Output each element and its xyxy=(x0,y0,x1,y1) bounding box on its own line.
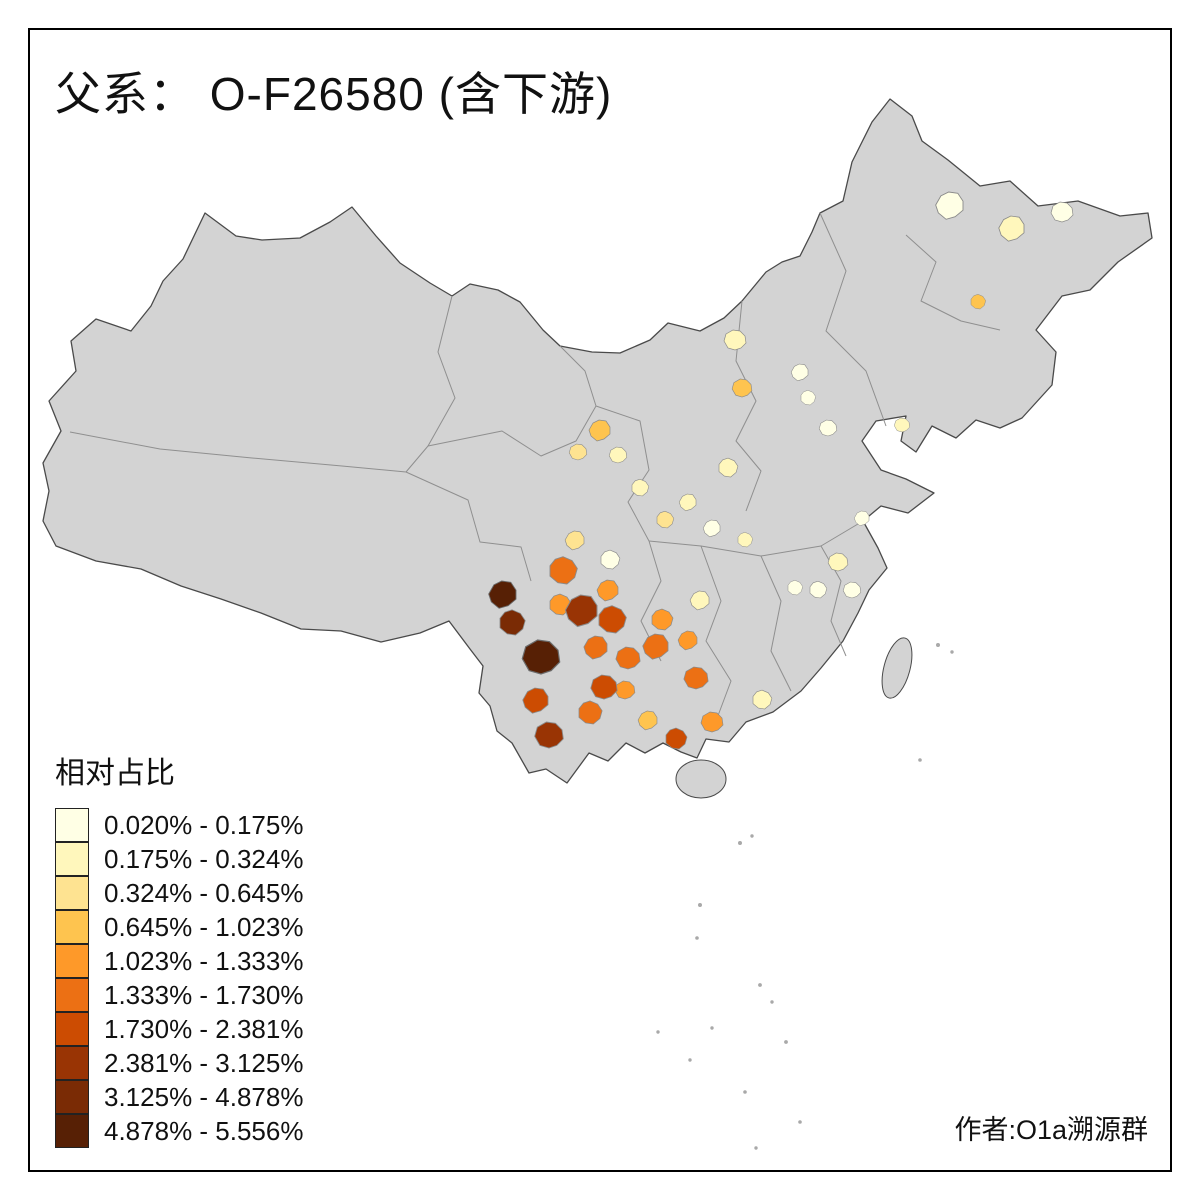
south-china-sea-islets xyxy=(656,643,954,1150)
legend: 相对占比 0.020% - 0.175% 0.175% - 0.324% 0.3… xyxy=(55,748,385,1148)
legend-swatch xyxy=(55,841,89,876)
legend-item: 0.324% - 0.645% xyxy=(55,875,385,910)
author-credit: 作者:O1a溯源群 xyxy=(954,1115,1148,1145)
legend-label: 4.878% - 5.556% xyxy=(104,1115,304,1146)
legend-title: 相对占比 xyxy=(55,757,175,790)
legend-label: 1.730% - 2.381% xyxy=(104,1013,304,1044)
legend-label: 0.175% - 0.324% xyxy=(104,843,304,874)
legend-label: 1.333% - 1.730% xyxy=(104,979,304,1010)
legend-item: 1.730% - 2.381% xyxy=(55,1011,385,1046)
legend-item: 3.125% - 4.878% xyxy=(55,1079,385,1114)
legend-item: 0.020% - 0.175% xyxy=(55,807,385,842)
legend-label: 0.020% - 0.175% xyxy=(104,809,304,840)
legend-swatch xyxy=(55,977,89,1012)
legend-item: 2.381% - 3.125% xyxy=(55,1045,385,1080)
legend-swatch xyxy=(55,909,89,944)
legend-label: 3.125% - 4.878% xyxy=(104,1081,304,1112)
legend-swatch xyxy=(55,1079,89,1114)
islands xyxy=(675,637,913,799)
legend-item: 0.175% - 0.324% xyxy=(55,841,385,876)
legend-label: 0.324% - 0.645% xyxy=(104,877,304,908)
taiwan-island xyxy=(881,637,913,699)
legend-item: 4.878% - 5.556% xyxy=(55,1113,385,1148)
legend-item: 0.645% - 1.023% xyxy=(55,909,385,944)
legend-swatch xyxy=(55,943,89,978)
legend-swatch xyxy=(55,1045,89,1080)
legend-swatch xyxy=(55,807,89,842)
legend-label: 2.381% - 3.125% xyxy=(104,1047,304,1078)
legend-swatch xyxy=(55,875,89,910)
legend-item: 1.333% - 1.730% xyxy=(55,977,385,1012)
legend-swatch xyxy=(55,1113,89,1148)
legend-item: 1.023% - 1.333% xyxy=(55,943,385,978)
hainan-island xyxy=(675,759,727,799)
legend-swatch xyxy=(55,1011,89,1046)
map-title: 父系： O-F26580 (含下游) xyxy=(55,68,613,120)
legend-label: 0.645% - 1.023% xyxy=(104,911,304,942)
legend-label: 1.023% - 1.333% xyxy=(104,945,304,976)
